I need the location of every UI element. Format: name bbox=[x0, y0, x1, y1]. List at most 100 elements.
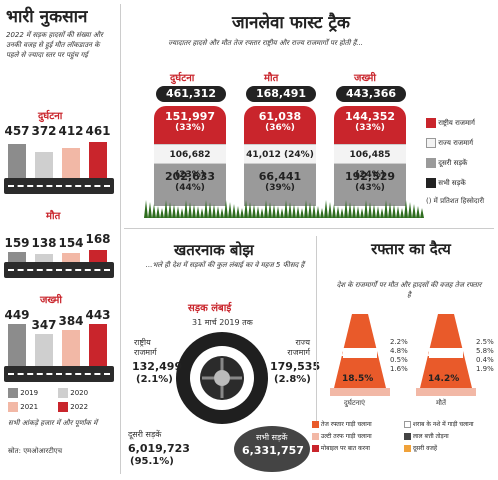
all-roads-circle bbox=[234, 426, 310, 472]
grass-blade bbox=[184, 200, 188, 218]
left-intro: 2022 में सड़क हादसों की संख्या और उनकी व… bbox=[6, 31, 103, 59]
speed-legend-item: लाल बत्ती तोड़ना bbox=[404, 432, 449, 442]
legend-sh: राज्य राजमार्ग bbox=[426, 136, 498, 150]
grass-blade bbox=[268, 202, 272, 218]
speed-subtitle: देश के राजमार्गों पर मौत और हादसों की वज… bbox=[336, 281, 482, 299]
bar-value: 449 bbox=[4, 308, 30, 322]
other-length-value: 6,019,723 bbox=[128, 442, 190, 455]
grass-blade bbox=[224, 200, 228, 218]
stone-deaths: 61,038 (36%) 41,012 (24%) 66,441 (39%) bbox=[244, 106, 316, 206]
divider-bottom bbox=[316, 236, 317, 422]
grass-blade bbox=[280, 208, 284, 218]
load-subtitle: ...भले ही देश में सड़कों की कुल लंबाई का… bbox=[145, 261, 305, 269]
sh-length-pct: (2.8%) bbox=[274, 374, 311, 385]
grass-blade bbox=[164, 200, 168, 218]
speed-title: रफ्तार का दैत्य bbox=[371, 240, 451, 258]
grass-blade bbox=[244, 200, 248, 218]
stone-label-accidents: दुर्घटना bbox=[170, 73, 195, 84]
road-strip bbox=[4, 262, 114, 278]
legend-nh: राष्ट्रीय राजमार्ग bbox=[426, 116, 498, 130]
grass-blade bbox=[320, 208, 324, 218]
grass-blade bbox=[340, 208, 344, 218]
cone-deaths-main: 75.2% bbox=[426, 348, 461, 359]
bar-value: 412 bbox=[58, 124, 84, 138]
cone-accidents-small-values: 2.2% 4.8% 0.5% 1.6% bbox=[390, 338, 408, 373]
grass-blade bbox=[220, 208, 224, 218]
grass-blade bbox=[364, 200, 368, 218]
legend-all: सभी सड़कें bbox=[426, 176, 498, 190]
stone-accidents: 151,997 (33%) 106,682 (23%) 202,633 (44%) bbox=[154, 106, 226, 206]
all-roads-label: सभी सड़कें bbox=[256, 433, 288, 442]
bar-2021 bbox=[62, 330, 80, 368]
grass-blade bbox=[256, 206, 260, 218]
group-label-deaths: मौत bbox=[46, 211, 61, 222]
bar-2020 bbox=[35, 152, 53, 180]
grass-blade bbox=[284, 200, 288, 218]
grass-blade bbox=[344, 200, 348, 218]
bar-value: 384 bbox=[58, 314, 84, 328]
grass-blade bbox=[240, 208, 244, 218]
grass-blade bbox=[316, 206, 320, 218]
grass-strip bbox=[144, 200, 424, 218]
load-title: खतरनाक बोझ bbox=[174, 241, 254, 259]
grass-blade bbox=[204, 200, 208, 218]
grass-blade bbox=[404, 200, 408, 218]
bar-2021 bbox=[62, 148, 80, 180]
bar-2021 bbox=[62, 253, 80, 264]
grass-blade bbox=[408, 202, 412, 218]
grass-blade bbox=[248, 202, 252, 218]
bar-2020 bbox=[35, 254, 53, 264]
grass-blade bbox=[296, 206, 300, 218]
divider-left bbox=[120, 4, 121, 474]
grass-blade bbox=[236, 206, 240, 218]
bar-value: 138 bbox=[31, 236, 57, 250]
nh-length-label: राष्ट्रीय राजमार्ग bbox=[134, 338, 157, 357]
nh-length-value: 132,499 bbox=[132, 360, 183, 373]
grass-blade bbox=[400, 208, 404, 218]
grass-blade bbox=[368, 202, 372, 218]
track-panel: जानलेवा फास्ट ट्रैक ज्यादातर हादसे और मौ… bbox=[124, 0, 498, 226]
grass-blade bbox=[288, 202, 292, 218]
grass-blade bbox=[172, 204, 176, 218]
grass-blade bbox=[200, 208, 204, 218]
speed-legend-item: शराब के नशे में गाड़ी चलाना bbox=[404, 420, 474, 430]
grass-blade bbox=[148, 202, 152, 218]
legend-item-2022: 2022 bbox=[58, 400, 88, 414]
road-strip bbox=[4, 178, 114, 194]
stone-total-deaths: 168,491 bbox=[246, 86, 316, 102]
speed-panel: रफ्तार का दैत्य देश के राजमार्गों पर मौत… bbox=[318, 230, 498, 476]
speed-legend-item: मोबाइल पर बात करना bbox=[312, 444, 370, 454]
grass-blade bbox=[388, 202, 392, 218]
speed-legend-item: तेज रफ्तार गाड़ी चलाना bbox=[312, 420, 372, 430]
bar-2019 bbox=[8, 324, 26, 368]
left-panel: भारी नुकसान 2022 में सड़क हादसों की संख्… bbox=[0, 0, 118, 480]
all-roads-value: 6,331,757 bbox=[242, 444, 304, 457]
bar-2020 bbox=[35, 334, 53, 368]
legend-item-2021: 2021 bbox=[8, 400, 38, 414]
bars-injured: 449 347 384 443 bbox=[4, 306, 114, 382]
grass-blade bbox=[232, 204, 236, 218]
grass-blade bbox=[156, 206, 160, 218]
grass-blade bbox=[152, 204, 156, 218]
grass-blade bbox=[380, 208, 384, 218]
bar-2019 bbox=[8, 144, 26, 180]
grass-blade bbox=[192, 204, 196, 218]
stone-injured: 144,352 (33%) 106,485 (24%) 192,529 (43%) bbox=[334, 106, 406, 206]
group-label-accidents: दुर्घटना bbox=[38, 111, 63, 122]
track-subtitle: ज्यादातर हादसे और मौत तेज रफ्तार राष्ट्र… bbox=[168, 39, 364, 47]
grass-blade bbox=[376, 206, 380, 218]
grass-blade bbox=[300, 208, 304, 218]
nh-length-pct: (2.1%) bbox=[136, 374, 173, 385]
grass-blade bbox=[304, 200, 308, 218]
grass-blade bbox=[348, 202, 352, 218]
grass-blade bbox=[188, 202, 192, 218]
sh-length-label: राज्य राजमार्ग bbox=[287, 338, 310, 357]
grass-blade bbox=[412, 204, 416, 218]
grass-blade bbox=[312, 204, 316, 218]
bar-value: 461 bbox=[85, 124, 111, 138]
bar-value: 443 bbox=[85, 308, 111, 322]
bar-value: 372 bbox=[31, 124, 57, 138]
stone-total-injured: 443,366 bbox=[336, 86, 406, 102]
other-length-label: दूसरी सड़कें bbox=[128, 430, 162, 439]
cone-accidents-main: 72.4% bbox=[340, 348, 375, 359]
